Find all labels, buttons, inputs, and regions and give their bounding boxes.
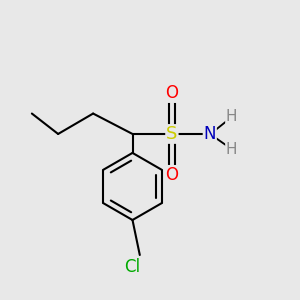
Text: O: O — [165, 84, 178, 102]
Text: N: N — [203, 125, 216, 143]
Text: S: S — [166, 125, 178, 143]
Text: O: O — [165, 166, 178, 184]
Text: Cl: Cl — [124, 258, 141, 276]
Text: H: H — [226, 142, 237, 158]
Text: H: H — [226, 109, 237, 124]
